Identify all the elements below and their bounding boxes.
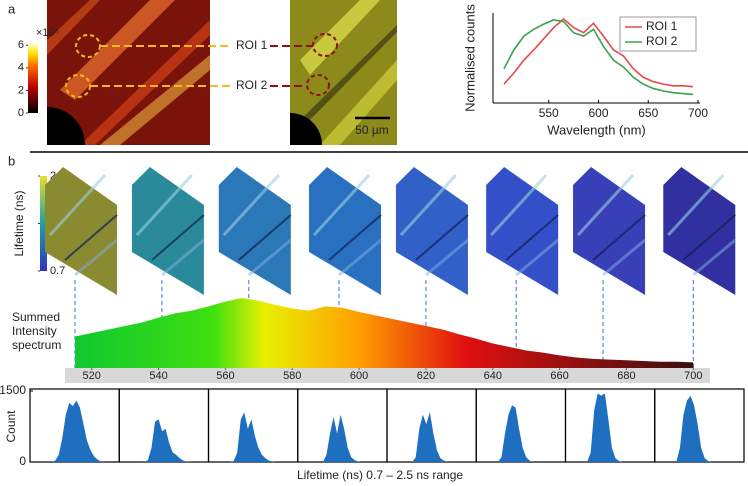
lifetime-image <box>663 167 737 295</box>
image-texture <box>667 173 725 237</box>
histogram <box>569 393 651 462</box>
colorbar <box>40 176 47 271</box>
histogram <box>123 419 205 462</box>
image-texture <box>515 238 560 277</box>
x-tick-label: 580 <box>283 370 301 382</box>
image-texture <box>222 173 280 237</box>
colorbar <box>28 43 38 113</box>
false-color-image <box>290 0 397 145</box>
spectrum-area <box>75 298 694 368</box>
image-texture <box>692 238 737 277</box>
x-tick-label: 600 <box>588 106 608 120</box>
lifetime-image <box>395 167 469 295</box>
image-texture <box>602 238 647 277</box>
roi-label: ROI 2 <box>236 78 268 92</box>
lifetime-image <box>486 167 560 295</box>
image-shape <box>573 167 646 295</box>
legend-label: ROI 1 <box>646 19 678 33</box>
image-texture <box>338 238 383 277</box>
lifetime-image <box>573 167 647 295</box>
lifetime-image <box>309 167 383 295</box>
image-texture <box>64 214 118 261</box>
x-tick-label: 600 <box>350 370 368 382</box>
legend-label: ROI 2 <box>646 34 678 48</box>
image-shape <box>486 167 559 295</box>
x-tick-label: 560 <box>216 370 234 382</box>
histogram <box>301 414 383 462</box>
image-texture <box>682 214 736 261</box>
image-shape <box>45 167 118 295</box>
intensity-image <box>47 0 210 145</box>
x-tick-label: 660 <box>550 370 568 382</box>
image-texture <box>505 214 559 261</box>
line-series <box>503 19 694 96</box>
image-shape <box>395 167 468 295</box>
lifetime-image <box>218 167 292 295</box>
x-tick-label: 520 <box>83 370 101 382</box>
image-shape <box>131 167 204 295</box>
image-texture <box>415 214 469 261</box>
x-tick-label: 680 <box>617 370 635 382</box>
x-tick-label: 650 <box>638 106 658 120</box>
image-texture <box>151 214 205 261</box>
panel-label: b <box>8 153 15 168</box>
histogram <box>480 405 562 462</box>
image-texture <box>48 173 107 237</box>
colorbar-tick-label: 2 <box>18 84 24 96</box>
x-tick-label: 640 <box>484 370 502 382</box>
y-tick-label: 1500 <box>0 383 26 397</box>
y-tick-label: 0 <box>19 454 26 468</box>
x-axis-label: Wavelength (nm) <box>547 122 646 137</box>
image-texture <box>592 214 646 261</box>
x-tick-label: 550 <box>539 106 559 120</box>
histogram <box>391 412 473 462</box>
roi-marker <box>312 33 338 57</box>
image-shape <box>663 167 736 295</box>
histogram <box>658 395 740 462</box>
x-tick-label: 700 <box>688 106 708 120</box>
colorbar-tick-label: 6 <box>18 39 24 51</box>
colorbar-tick-label: 0.7 <box>50 265 65 277</box>
colorbar-label: ×10⁶ <box>36 27 59 39</box>
roi-marker <box>306 74 330 96</box>
x-tick-label: 620 <box>417 370 435 382</box>
image-texture <box>247 238 292 277</box>
panel-label: a <box>8 1 16 16</box>
image-texture <box>160 238 205 277</box>
scale-bar-label: 50 µm <box>355 123 389 137</box>
line-series <box>503 17 694 88</box>
x-axis-label: Lifetime (ns) 0.7 – 2.5 ns range <box>297 468 463 482</box>
image-texture <box>328 214 382 261</box>
x-tick-label: 540 <box>149 370 167 382</box>
image-texture <box>312 173 371 237</box>
colorbar-label: Lifetime (ns) <box>12 190 26 256</box>
y-axis-label: Normalised counts <box>462 4 477 112</box>
axis-band <box>65 368 710 383</box>
histogram <box>212 412 294 462</box>
image-texture <box>238 214 292 261</box>
image-texture <box>576 173 635 237</box>
image-texture <box>424 238 469 277</box>
image-texture <box>490 173 548 237</box>
y-axis-label: Summed Intensity spectrum <box>12 310 61 352</box>
y-axis-label: Count <box>4 410 18 443</box>
image-texture <box>399 173 458 237</box>
image-texture <box>135 173 194 237</box>
roi-label: ROI 1 <box>236 38 268 52</box>
image-shape <box>309 167 382 295</box>
image-shape <box>218 167 291 295</box>
lifetime-image <box>45 167 118 295</box>
x-tick-label: 700 <box>684 370 702 382</box>
histogram <box>34 400 116 462</box>
lifetime-image <box>131 167 205 295</box>
legend-box <box>619 16 697 52</box>
image-texture <box>74 238 118 277</box>
colorbar-tick-label: 0 <box>18 107 24 119</box>
colorbar-tick-label: 4 <box>18 62 24 74</box>
